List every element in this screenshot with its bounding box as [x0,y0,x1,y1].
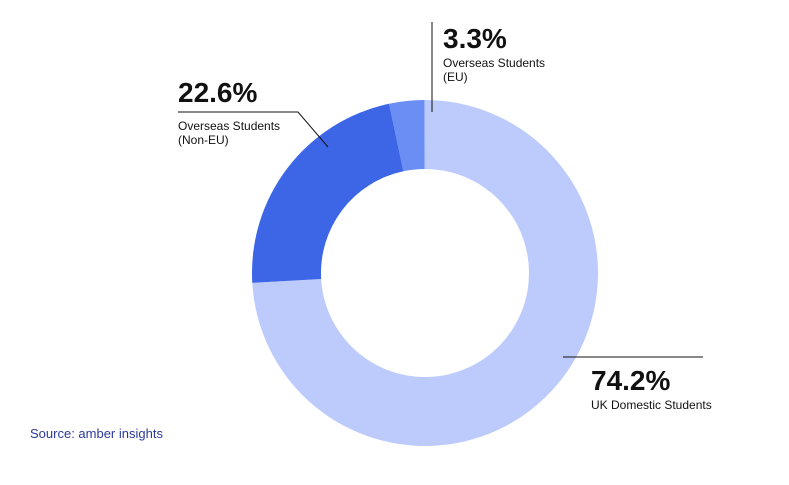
donut-slices [251,100,598,446]
donut-slice-eu [389,100,425,172]
data-label-eu-percent: 3.3% [443,23,507,54]
category-label-eu-line2: (EU) [443,70,468,84]
data-label-uk-percent: 74.2% [591,365,671,396]
category-label-non-eu-line1: Overseas Students [178,119,281,133]
category-label-uk-line1: UK Domestic Students [591,398,712,412]
leader-lines [178,22,703,358]
donut-slice-non-eu [251,103,404,283]
source-note: Source: amber insights [30,426,163,441]
category-label-non-eu-line2: (Non-EU) [178,133,229,147]
leader-line-non-eu [178,111,329,148]
category-label-eu-line1: Overseas Students [443,56,546,70]
donut-slice-uk-domestic [252,100,598,446]
data-label-non-eu-percent: 22.6% [178,77,258,108]
